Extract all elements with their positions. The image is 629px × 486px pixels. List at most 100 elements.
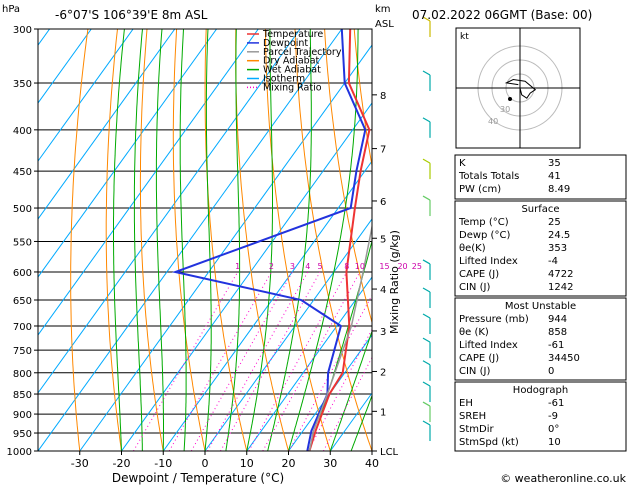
location-title: -6°07'S 106°39'E 8m ASL	[55, 8, 208, 22]
legend-item-label: Mixing Ratio	[263, 82, 322, 93]
mixing-ratio-line-10	[262, 271, 361, 451]
wind-barb-flag	[422, 337, 431, 343]
series-temperature	[308, 29, 371, 451]
y-tick-label: 850	[13, 390, 32, 401]
isotherm--80	[38, 29, 176, 220]
wind-barb-flag	[422, 420, 431, 426]
table-row-label: Lifted Index	[459, 340, 518, 351]
dry-adiabat--30	[70, 29, 89, 451]
dry-adiabat-20	[235, 29, 289, 451]
legend-item-label: Dewpoint	[263, 38, 308, 49]
table-row-label: CIN (J)	[459, 282, 490, 293]
mixing-ratio-label: 5	[317, 262, 322, 271]
table-row-label: SREH	[459, 411, 486, 422]
background-lines	[38, 29, 372, 451]
table-row-label: Temp (°C)	[458, 217, 509, 228]
wind-barb	[422, 70, 431, 92]
km-tick-label: 8	[380, 91, 386, 102]
table-row-label: Dewp (°C)	[459, 230, 510, 241]
isotherm-20	[288, 334, 372, 451]
table-title: Most Unstable	[505, 301, 576, 312]
mixing-ratio-label: 4	[305, 262, 310, 271]
table-title: Surface	[521, 204, 559, 215]
wind-barb	[422, 158, 431, 180]
x-tick-label: -10	[154, 457, 172, 470]
wind-barb-flag	[422, 287, 431, 293]
hodograph-storm-motion	[508, 97, 512, 101]
mixing-ratio-label: 2	[269, 262, 274, 271]
axes: 3003504004505005506006507007508008509009…	[7, 25, 379, 470]
table-frame	[454, 200, 627, 297]
y-tick-label: 700	[13, 322, 32, 333]
wind-barb	[422, 287, 431, 309]
wind-barb	[422, 401, 431, 423]
wind-barb	[422, 259, 431, 280]
wind-barb	[422, 313, 431, 334]
wet-adiabat--5	[179, 29, 187, 451]
hpa-label: hPa	[2, 4, 20, 15]
isotherm--100	[38, 29, 92, 104]
table-row-value: 4722	[548, 269, 573, 280]
table-row-value: 944	[548, 314, 567, 325]
wind-barb-flag	[422, 158, 431, 164]
dry-adiabat--10	[139, 29, 164, 451]
x-tick-label: 10	[240, 457, 254, 470]
mixing-ratio-label: 15	[379, 262, 389, 271]
asl-label: ASL	[375, 19, 394, 30]
dry-adiabat-40	[294, 29, 372, 451]
dry-adiabat-30	[264, 29, 331, 451]
index-tables: K 35 Totals Totals 41 PW (cm) 8.49 Surface Temp…	[454, 154, 627, 452]
mixing-ratio-line-20	[307, 328, 372, 451]
table-row-label: Pressure (mb)	[459, 314, 529, 325]
mixing-ratio-label: 20	[397, 262, 407, 271]
wind-barb-flag	[422, 259, 431, 265]
km-tick-label: 5	[380, 234, 386, 245]
isotherm--40	[38, 29, 343, 451]
isotherm--70	[38, 29, 218, 278]
wind-barb-flag	[422, 70, 431, 76]
wet-adiabat-20	[288, 29, 359, 451]
isotherm-0	[204, 218, 372, 451]
wind-barb	[422, 117, 431, 138]
table-row-label: Lifted Index	[459, 256, 518, 267]
series-parcel-trajectory	[308, 223, 372, 451]
legend-item-label: Dry Adiabat	[263, 56, 320, 67]
mixing-ratio-label: 3	[290, 262, 295, 271]
km-tick-label: 3	[380, 327, 386, 338]
y-tick-label: 800	[13, 369, 32, 380]
x-tick-label: -20	[113, 457, 131, 470]
wet-adiabat-5	[225, 29, 241, 451]
wet-adiabat--10	[155, 29, 164, 451]
y-tick-label: 950	[13, 429, 32, 440]
table-row-label: CAPE (J)	[459, 269, 499, 280]
y-tick-label: 550	[13, 237, 32, 248]
wind-barb	[422, 420, 431, 442]
y-tick-label: 350	[13, 79, 32, 90]
table-row-label: θe (K)	[459, 327, 489, 338]
x-tick-label: 30	[323, 457, 337, 470]
table-row-label: EH	[459, 398, 473, 409]
mixing-ratio-line-1	[133, 271, 239, 451]
wet-adiabat-0	[204, 29, 212, 451]
table-row-label: StmDir	[459, 424, 494, 435]
table-row-value: 8.49	[548, 184, 570, 195]
isotherm--90	[38, 29, 134, 162]
mixing-ratio-labels: 1 2 3 4 5 8 10 15 20 25	[235, 262, 422, 271]
legend-item-label: Temperature	[262, 29, 323, 40]
mixing-ratio-label: 25	[412, 262, 422, 271]
mixing-ratio-line-3	[190, 271, 293, 451]
table-row-value: -61	[548, 398, 564, 409]
km-tick-label: 6	[380, 197, 386, 208]
table-row-value: 353	[548, 243, 567, 254]
mixing-ratio-label: 1	[235, 262, 240, 271]
table-row-value: 41	[548, 171, 561, 182]
table-row-label: θe(K)	[459, 243, 486, 254]
table-row-value: 34450	[548, 353, 580, 364]
table-row-label: Totals Totals	[458, 171, 519, 182]
wind-barb-flag	[422, 313, 431, 319]
km-axis: 8 7 6 5 4 3 2 1 LCL	[371, 29, 399, 458]
wind-barb-flag	[422, 381, 431, 387]
dry-adiabat--20	[105, 29, 122, 451]
legend-item-label: Parcel Trajectory	[263, 47, 342, 58]
